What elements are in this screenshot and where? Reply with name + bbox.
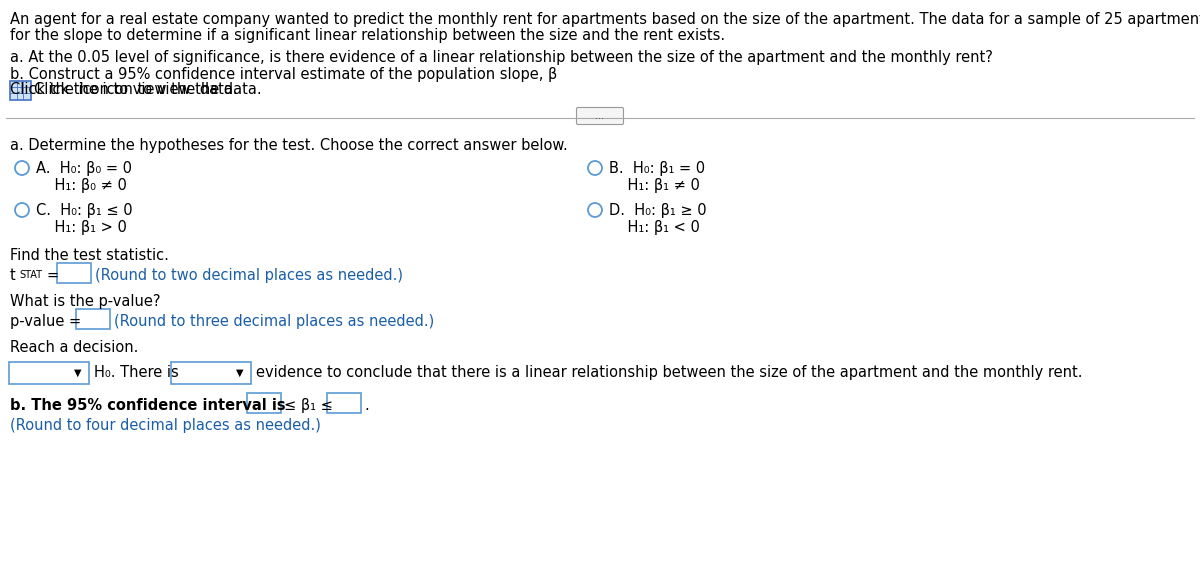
Text: t: t	[10, 268, 16, 283]
Text: What is the p-value?: What is the p-value?	[10, 294, 161, 309]
Text: for the slope to determine if a significant linear relationship between the size: for the slope to determine if a signific…	[10, 28, 725, 43]
Text: H₀. There is: H₀. There is	[94, 365, 179, 380]
Text: a. At the 0.05 level of significance, is there evidence of a linear relationship: a. At the 0.05 level of significance, is…	[10, 50, 992, 65]
Text: (Round to two decimal places as needed.): (Round to two decimal places as needed.)	[95, 268, 403, 283]
Text: B.  H₀: β₁ = 0: B. H₀: β₁ = 0	[610, 161, 706, 176]
Text: STAT: STAT	[19, 270, 42, 280]
Text: ≤ β₁ ≤: ≤ β₁ ≤	[284, 398, 332, 413]
FancyBboxPatch shape	[76, 309, 110, 329]
FancyBboxPatch shape	[576, 108, 624, 125]
Text: Find the test statistic.: Find the test statistic.	[10, 248, 169, 263]
FancyBboxPatch shape	[10, 81, 30, 99]
Text: H₁: β₁ < 0: H₁: β₁ < 0	[610, 220, 700, 235]
Text: H₁: β₁ ≠ 0: H₁: β₁ ≠ 0	[610, 178, 700, 193]
Text: p-value =: p-value =	[10, 314, 82, 329]
FancyBboxPatch shape	[10, 362, 89, 384]
Text: b. Construct a 95% confidence interval estimate of the population slope, β: b. Construct a 95% confidence interval e…	[10, 67, 557, 82]
FancyBboxPatch shape	[172, 362, 251, 384]
Text: (Round to three decimal places as needed.): (Round to three decimal places as needed…	[114, 314, 434, 329]
Text: Click the icon to view the data.: Click the icon to view the data.	[34, 82, 262, 97]
Text: D.  H₀: β₁ ≥ 0: D. H₀: β₁ ≥ 0	[610, 203, 707, 218]
Text: H₁: β₀ ≠ 0: H₁: β₀ ≠ 0	[36, 178, 127, 193]
Text: C.  H₀: β₁ ≤ 0: C. H₀: β₁ ≤ 0	[36, 203, 133, 218]
FancyBboxPatch shape	[247, 393, 281, 413]
Text: Reach a decision.: Reach a decision.	[10, 340, 138, 355]
Text: ▼: ▼	[74, 368, 82, 378]
Text: A.  H₀: β₀ = 0: A. H₀: β₀ = 0	[36, 161, 132, 176]
Text: a. Determine the hypotheses for the test. Choose the correct answer below.: a. Determine the hypotheses for the test…	[10, 138, 568, 153]
Text: (Round to four decimal places as needed.): (Round to four decimal places as needed.…	[10, 418, 320, 433]
Text: =: =	[46, 268, 58, 283]
Text: ...: ...	[595, 111, 605, 121]
FancyBboxPatch shape	[326, 393, 361, 413]
Text: Click the icon to view the data.: Click the icon to view the data.	[10, 82, 238, 97]
Text: ▼: ▼	[236, 368, 244, 378]
Text: b. The 95% confidence interval is: b. The 95% confidence interval is	[10, 398, 286, 413]
Text: H₁: β₁ > 0: H₁: β₁ > 0	[36, 220, 127, 235]
Text: .: .	[364, 398, 368, 413]
FancyBboxPatch shape	[58, 263, 91, 283]
Text: An agent for a real estate company wanted to predict the monthly rent for apartm: An agent for a real estate company wante…	[10, 12, 1200, 27]
Text: evidence to conclude that there is a linear relationship between the size of the: evidence to conclude that there is a lin…	[256, 365, 1082, 380]
